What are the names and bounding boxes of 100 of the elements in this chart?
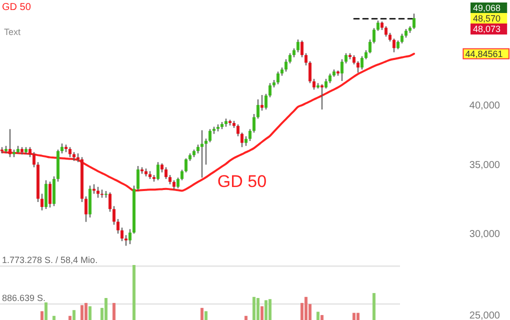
candlestick (400, 33, 404, 44)
bar (264, 300, 268, 320)
candlestick (240, 132, 244, 148)
bar (132, 265, 136, 320)
bar (44, 302, 48, 320)
candlestick (184, 158, 188, 173)
candlestick (360, 56, 364, 70)
bar (104, 298, 108, 320)
candlestick (352, 54, 356, 65)
candlestick (200, 130, 204, 178)
bar (268, 299, 272, 320)
bar (204, 311, 208, 320)
candlestick (84, 196, 88, 222)
candlestick (244, 136, 248, 146)
candlestick (312, 78, 316, 90)
candlestick (96, 186, 100, 198)
bar (260, 306, 264, 320)
bar (356, 312, 360, 320)
text: 48,073 (473, 24, 501, 34)
candlestick (168, 174, 172, 185)
line-series (1, 52, 415, 192)
candlestick (28, 146, 32, 158)
bar (244, 316, 248, 320)
candlestick (308, 60, 312, 84)
bar (320, 315, 324, 320)
candlestick (284, 58, 288, 72)
candlestick (296, 39, 300, 53)
series-label: GD 50 (217, 172, 267, 192)
bar (84, 302, 88, 320)
bar (200, 308, 204, 320)
bar (372, 293, 376, 320)
bar (112, 302, 116, 320)
y-tick-label: 30,000 (469, 229, 500, 240)
text: 48,570 (473, 14, 501, 24)
candlestick (112, 206, 116, 226)
bar (316, 312, 320, 320)
candlestick (328, 73, 332, 84)
candlestick (356, 60, 360, 74)
y-tick-label: 25,000 (469, 310, 500, 320)
candlestick (368, 39, 372, 54)
candlestick (392, 38, 396, 53)
candlestick (128, 228, 132, 245)
candlestick (172, 180, 176, 190)
candlestick (344, 52, 348, 64)
candlestick (256, 98, 260, 120)
bar (72, 310, 76, 320)
candlestick (156, 162, 160, 181)
candlestick (48, 181, 52, 208)
candlestick (324, 78, 328, 89)
candlestick (264, 93, 268, 110)
candlestick (204, 138, 208, 166)
bar (252, 296, 256, 320)
bar (80, 305, 84, 320)
candlestick (236, 124, 240, 137)
candlestick (288, 52, 292, 64)
candlestick (276, 71, 280, 85)
candlestick (100, 189, 104, 198)
bar (304, 296, 308, 320)
candlestick (376, 20, 380, 32)
y-tick-label: 40,000 (469, 100, 500, 112)
bar (352, 312, 356, 320)
candlestick (124, 234, 128, 246)
candlestick (384, 26, 388, 38)
candlestick (44, 180, 48, 210)
bar (256, 298, 260, 320)
candlestick (300, 40, 304, 58)
ref-line-label: 1.773.278 S. / 58,4 Mio. (2, 255, 98, 266)
ref-line-label: 886.639 S. (2, 293, 46, 304)
text: 44,84561 (465, 48, 503, 59)
candlestick (8, 128, 12, 158)
candlestick (136, 165, 140, 192)
candlestick (208, 128, 212, 143)
candlestick (252, 113, 256, 134)
candlestick (268, 82, 272, 98)
bar (88, 306, 92, 320)
candlestick (176, 177, 180, 189)
candlestick (40, 193, 44, 211)
bar (52, 316, 56, 320)
bar (68, 316, 72, 320)
text: 49,068 (473, 3, 501, 14)
y-tick-label: 35,000 (469, 160, 500, 172)
candlestick (160, 162, 164, 173)
candlestick (108, 192, 112, 212)
candlestick (320, 84, 324, 110)
chart-title: GD 50 (2, 2, 32, 13)
candlestick (372, 28, 376, 44)
candlestick (68, 146, 72, 158)
bar (40, 311, 44, 320)
candlestick (412, 13, 416, 30)
candlestick (164, 166, 168, 180)
candlestick (340, 58, 344, 82)
candlestick (304, 52, 308, 66)
candlestick (248, 128, 252, 142)
candlestick (260, 94, 264, 112)
candlestick (60, 142, 64, 154)
annotation: Text (4, 27, 22, 37)
candlestick (180, 169, 184, 181)
candlestick (116, 218, 120, 234)
candlestick (32, 152, 36, 168)
candlestick (120, 227, 124, 242)
